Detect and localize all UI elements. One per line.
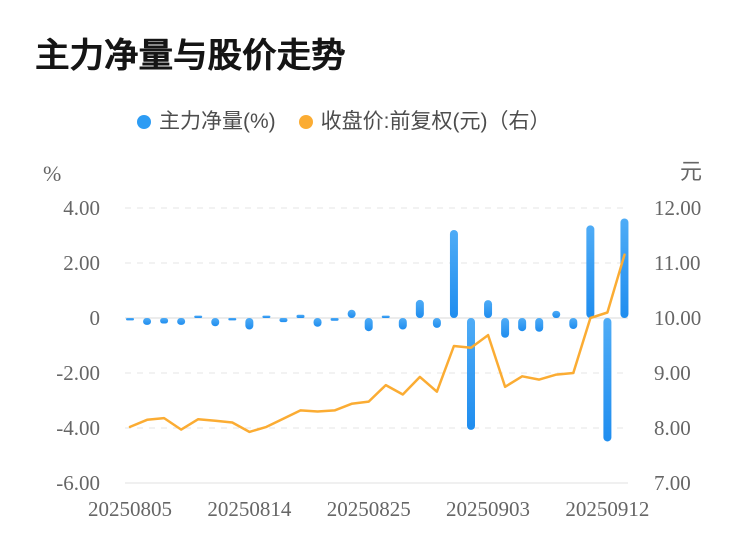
legend: 主力净量(%) 收盘价:前复权(元)（右）: [137, 109, 551, 135]
legend-item-label: 主力净量(%): [159, 110, 276, 133]
legend-dot-icon: [137, 115, 151, 129]
axis-labels: 4.00 2.00 0 -2.00 -4.00 -6.00 12.00 11.00 10.00 9…: [43, 159, 702, 521]
svg-text:20250825: 20250825: [327, 497, 411, 521]
page-title: 主力净量与股价走势: [35, 37, 346, 75]
legend-item-main-net-volume[interactable]: 主力净量(%): [137, 109, 276, 135]
svg-text:20250805: 20250805: [88, 497, 172, 521]
svg-text:12.00: 12.00: [654, 196, 701, 220]
bar-series: [126, 218, 629, 442]
svg-text:-6.00: -6.00: [56, 471, 100, 495]
svg-text:11.00: 11.00: [654, 251, 700, 275]
svg-text:4.00: 4.00: [63, 196, 100, 220]
legend-dot-icon: [298, 115, 313, 129]
svg-text:%: %: [43, 161, 61, 186]
svg-text:10.00: 10.00: [654, 306, 701, 330]
svg-text:20250903: 20250903: [446, 497, 530, 521]
gridlines: [125, 207, 628, 484]
line-series: [128, 253, 626, 434]
svg-text:2.00: 2.00: [63, 251, 100, 275]
svg-text:9.00: 9.00: [654, 361, 691, 385]
svg-text:20250814: 20250814: [207, 497, 292, 521]
svg-text:元: 元: [680, 159, 702, 184]
svg-text:-2.00: -2.00: [56, 361, 100, 385]
legend-item-close-price[interactable]: 收盘价:前复权(元)（右）: [298, 109, 551, 135]
svg-text:-4.00: -4.00: [56, 416, 100, 440]
svg-text:0: 0: [90, 306, 101, 330]
svg-text:8.00: 8.00: [654, 416, 691, 440]
svg-text:7.00: 7.00: [654, 471, 691, 495]
svg-text:20250912: 20250912: [565, 497, 649, 521]
legend-item-label: 收盘价:前复权(元)（右）: [320, 110, 551, 133]
